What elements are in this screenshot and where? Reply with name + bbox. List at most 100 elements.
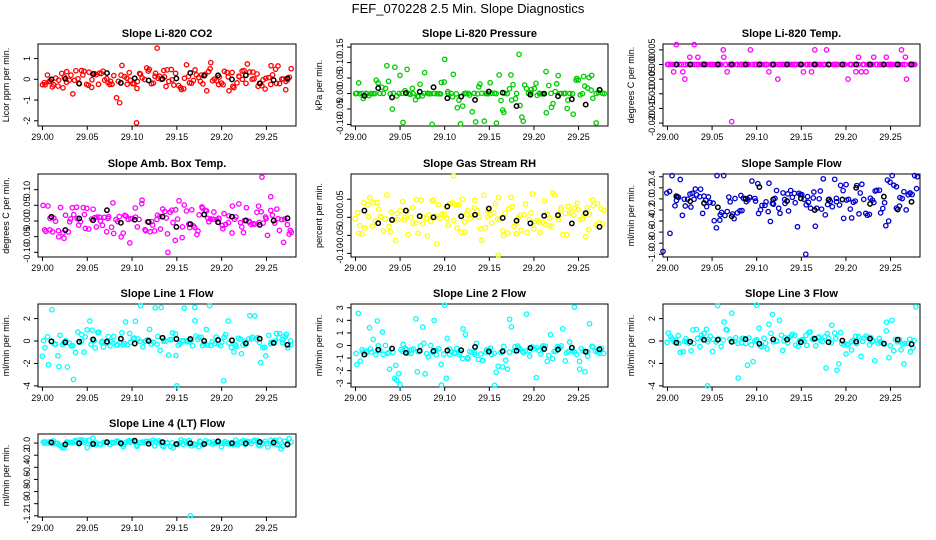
data-point bbox=[152, 305, 159, 311]
data-point bbox=[55, 77, 62, 83]
data-point bbox=[370, 336, 377, 343]
data-point bbox=[853, 68, 859, 75]
data-point bbox=[212, 340, 218, 347]
data-point bbox=[847, 206, 854, 212]
data-point bbox=[57, 204, 64, 211]
data-point bbox=[238, 350, 245, 357]
data-point bbox=[99, 222, 106, 229]
data-point bbox=[553, 80, 560, 87]
calibration-point bbox=[90, 336, 97, 343]
data-point bbox=[772, 61, 779, 68]
data-point bbox=[787, 187, 794, 194]
calibration-point bbox=[62, 339, 69, 346]
data-point bbox=[769, 311, 776, 318]
data-point bbox=[238, 224, 245, 230]
data-point bbox=[843, 351, 849, 357]
data-point bbox=[462, 331, 469, 338]
calibration-point bbox=[444, 203, 451, 210]
data-point bbox=[220, 225, 226, 232]
data-point bbox=[251, 437, 258, 444]
data-point bbox=[162, 208, 168, 215]
data-point bbox=[176, 197, 182, 204]
data-point bbox=[110, 72, 117, 79]
data-point bbox=[415, 230, 421, 237]
data-point bbox=[382, 342, 389, 349]
data-point bbox=[367, 346, 374, 352]
data-point bbox=[90, 206, 97, 213]
data-point bbox=[594, 200, 601, 207]
data-point bbox=[165, 352, 172, 359]
data-point bbox=[410, 220, 416, 227]
data-point bbox=[593, 120, 600, 126]
data-point bbox=[766, 68, 772, 75]
data-point bbox=[886, 354, 892, 361]
calibration-point bbox=[513, 103, 520, 110]
data-point bbox=[453, 345, 460, 352]
data-point bbox=[154, 333, 161, 340]
data-point bbox=[766, 321, 772, 328]
data-point bbox=[45, 203, 51, 209]
calibration-point bbox=[742, 195, 749, 202]
data-point bbox=[753, 336, 760, 343]
data-point bbox=[481, 118, 488, 124]
data-point bbox=[747, 47, 754, 53]
data-point bbox=[146, 326, 153, 333]
calibration-point bbox=[908, 61, 915, 68]
data-point bbox=[828, 322, 835, 329]
calibration-point bbox=[48, 439, 55, 446]
data-point bbox=[56, 363, 62, 370]
data-point bbox=[848, 215, 855, 221]
data-point bbox=[357, 358, 364, 364]
plot-frame bbox=[350, 173, 609, 258]
data-point bbox=[690, 327, 696, 333]
data-point bbox=[521, 212, 528, 218]
data-point bbox=[720, 54, 727, 61]
data-point bbox=[883, 54, 890, 61]
data-point bbox=[836, 360, 842, 367]
calibration-point bbox=[784, 61, 790, 68]
data-point bbox=[252, 313, 258, 319]
y-tick-label: -3 bbox=[335, 379, 345, 387]
data-point bbox=[259, 174, 265, 180]
calibration-point bbox=[228, 440, 235, 447]
calibration-point bbox=[880, 340, 887, 347]
calibration-point bbox=[499, 348, 506, 355]
calibration-point bbox=[104, 439, 110, 446]
y-tick-label: 0.0 bbox=[647, 193, 657, 206]
panel-title: Slope Line 1 Flow bbox=[121, 288, 214, 300]
data-point bbox=[437, 90, 444, 97]
data-point bbox=[469, 212, 475, 219]
data-point bbox=[500, 343, 507, 350]
data-point bbox=[691, 41, 698, 48]
data-point bbox=[425, 354, 432, 360]
data-point bbox=[61, 235, 67, 242]
y-tick-label: -1.0 bbox=[647, 246, 657, 262]
y-tick-label: 0.10 bbox=[335, 54, 345, 72]
data-point bbox=[779, 347, 786, 354]
data-point bbox=[355, 230, 362, 237]
data-point bbox=[549, 355, 556, 362]
data-point bbox=[229, 69, 236, 76]
calibration-point bbox=[811, 207, 818, 213]
data-point bbox=[563, 231, 570, 238]
data-point bbox=[382, 85, 389, 92]
y-tick-label: 0.10 bbox=[22, 181, 32, 199]
data-point bbox=[487, 79, 494, 86]
data-point bbox=[52, 218, 59, 225]
data-point bbox=[174, 383, 180, 389]
calibration-point bbox=[76, 80, 83, 87]
data-point bbox=[203, 326, 210, 333]
data-point bbox=[466, 92, 473, 98]
data-point bbox=[267, 207, 274, 214]
data-point bbox=[85, 226, 92, 232]
data-point bbox=[714, 172, 720, 179]
data-point bbox=[589, 95, 596, 102]
x-tick-label: 29.15 bbox=[166, 523, 189, 533]
data-point bbox=[163, 83, 169, 90]
data-point bbox=[180, 85, 187, 92]
data-point bbox=[70, 376, 77, 383]
data-point bbox=[444, 335, 451, 342]
data-point bbox=[55, 83, 61, 89]
data-point bbox=[732, 195, 738, 202]
data-point bbox=[69, 91, 76, 97]
